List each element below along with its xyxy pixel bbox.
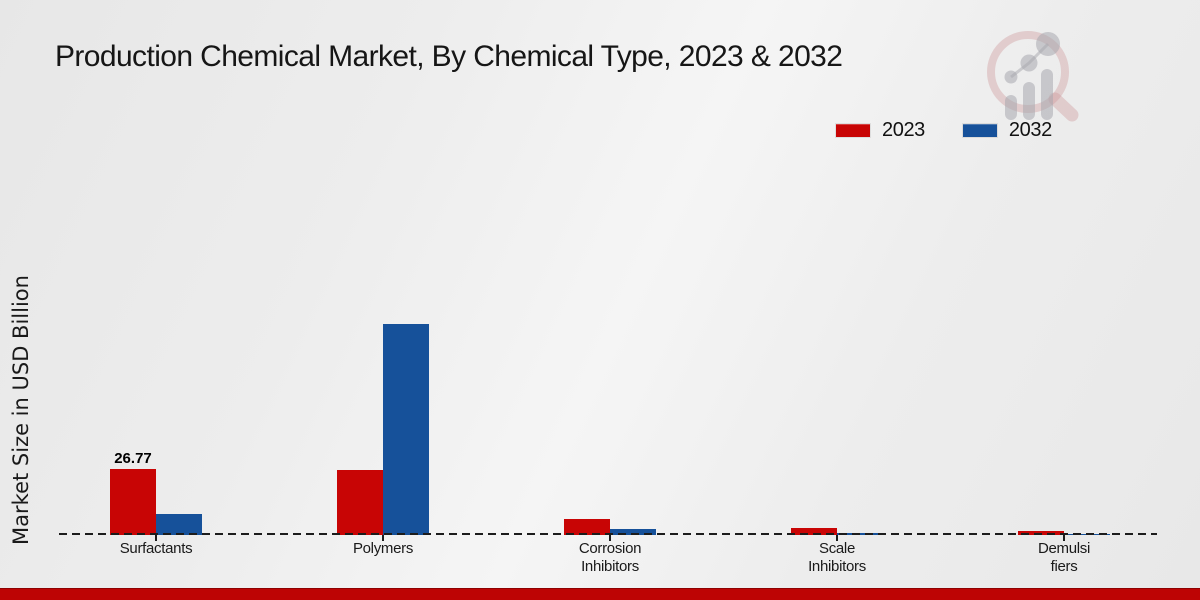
bar-2032-corrosion-inhibitors — [610, 529, 656, 535]
bar-2032-surfactants — [156, 514, 202, 535]
x-axis-category-label-corrosion-inhibitors: Corrosion Inhibitors — [578, 540, 642, 575]
bar-2023-scale-inhibitors — [791, 528, 837, 535]
legend-label-2023: 2023 — [882, 119, 925, 141]
x-axis-baseline — [59, 533, 1157, 535]
x-axis-category-label-surfactants: Surfactants — [119, 540, 193, 557]
bar-2032-polymers — [383, 324, 429, 535]
x-axis-category-label-demulsifiers: Demulsi fiers — [1037, 540, 1091, 575]
x-axis-tick — [382, 535, 384, 541]
footer-band — [0, 588, 1200, 600]
x-axis-tick — [155, 535, 157, 541]
x-axis-category-label-scale-inhibitors: Scale Inhibitors — [808, 540, 866, 575]
bar-2023-corrosion-inhibitors — [564, 519, 610, 535]
legend-item-2032: 2032 — [962, 119, 1052, 142]
chart-title: Production Chemical Market, By Chemical … — [55, 40, 843, 73]
x-axis-tick — [836, 535, 838, 541]
legend: 2023 2032 — [836, 119, 1052, 142]
legend-swatch-2023 — [836, 124, 870, 137]
x-axis-tick — [1063, 535, 1065, 541]
magnifier-bar-chart-watermark-icon — [987, 31, 1079, 122]
legend-swatch-2032 — [962, 124, 997, 137]
legend-item-2023: 2023 — [836, 119, 925, 142]
legend-label-2032: 2032 — [1008, 119, 1052, 141]
bar-2023-polymers — [337, 470, 383, 535]
bar-2023-surfactants — [110, 469, 156, 535]
bar-value-label: 26.77 — [114, 450, 152, 467]
x-axis-category-label-polymers: Polymers — [352, 540, 414, 557]
x-axis-tick — [609, 535, 611, 541]
